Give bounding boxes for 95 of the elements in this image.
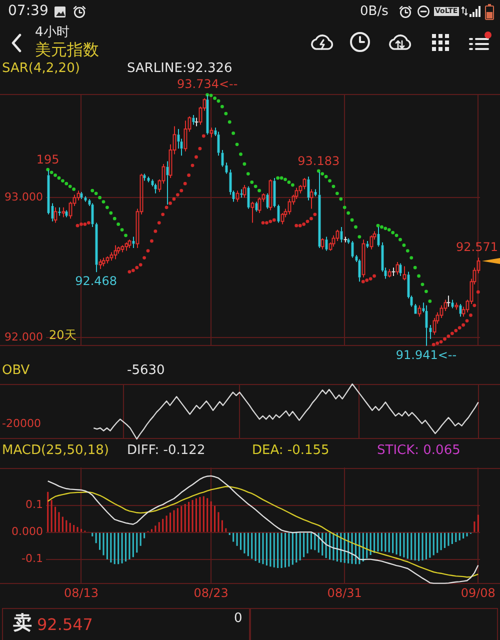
point: [272, 218, 276, 222]
candlestick: [124, 242, 128, 252]
point: [138, 263, 142, 266]
chart-subtitle: 4小时: [35, 25, 70, 40]
point: [268, 220, 272, 224]
point: [86, 221, 90, 224]
text: 卖: [13, 612, 32, 634]
point: [450, 332, 454, 336]
point: [83, 222, 87, 226]
point: [142, 256, 146, 260]
point: [372, 274, 376, 278]
point: [436, 342, 440, 345]
y-tick-label: 0.1: [26, 498, 43, 512]
point: [261, 221, 265, 224]
point: [476, 290, 480, 294]
legend-title: OBV: [2, 363, 30, 378]
point: [154, 230, 158, 233]
point: [146, 249, 150, 252]
annotation: 92.468: [75, 274, 118, 288]
point: [361, 280, 365, 284]
text: -5630: [127, 363, 165, 378]
point: [313, 212, 317, 216]
point: [265, 221, 268, 224]
annotation: 195: [36, 152, 60, 166]
x-tick-label: 09/08: [460, 586, 496, 600]
text: -20000: [2, 417, 41, 430]
annotation: 92.571: [456, 240, 498, 254]
point: [157, 221, 161, 224]
point: [128, 270, 132, 274]
point: [439, 340, 443, 344]
point: [187, 174, 191, 177]
point: [306, 220, 310, 224]
candlestick: [402, 266, 406, 281]
y-tick-label: 0.000: [12, 525, 43, 538]
text: SARLINE:92.326: [127, 61, 232, 76]
text: 92.547: [37, 615, 93, 634]
candlestick: [362, 239, 366, 278]
point: [150, 239, 154, 243]
point: [80, 222, 83, 226]
point: [168, 202, 172, 205]
point: [368, 277, 372, 280]
text: 0B/s: [360, 4, 388, 20]
point: [161, 212, 165, 216]
x-tick-label: 08/13: [64, 586, 99, 600]
text: STICK: 0.065: [377, 443, 460, 458]
point: [172, 197, 176, 201]
chart-title: 美元指数: [35, 40, 99, 59]
point: [298, 224, 302, 228]
point: [432, 342, 436, 346]
y-tick-label: -0.1: [22, 552, 43, 566]
legend-title: SAR(4,2,20): [2, 61, 80, 76]
point: [310, 216, 313, 220]
point: [462, 323, 466, 327]
candlestick: [76, 190, 80, 201]
x-tick-label: 08/23: [194, 586, 228, 600]
point: [131, 268, 135, 272]
point: [198, 146, 202, 150]
point: [472, 304, 476, 308]
point: [465, 319, 469, 322]
annotation: 91.941<--: [396, 348, 457, 362]
point: [454, 328, 458, 332]
legend-title: MACD(25,50,18): [2, 443, 110, 458]
point: [194, 155, 198, 159]
series-label: DIFF: -0.122: [127, 443, 206, 458]
candlestick: [114, 244, 118, 260]
candlestick: [310, 188, 314, 210]
x-tick-label: 08/31: [327, 586, 362, 600]
point: [190, 164, 194, 168]
annotation: 20天: [49, 328, 76, 342]
annotation: 93.183: [298, 154, 340, 168]
point: [76, 224, 80, 228]
point: [443, 337, 446, 341]
y-tick-label: 93.000: [4, 190, 43, 204]
point: [183, 182, 187, 186]
point: [202, 134, 206, 138]
candlestick: [288, 198, 292, 215]
point: [176, 193, 180, 196]
point: [458, 326, 462, 330]
text: 0: [234, 611, 242, 627]
candlestick: [210, 127, 214, 138]
point: [135, 266, 139, 270]
point: [365, 278, 369, 282]
text: 07:39: [8, 3, 48, 20]
text: DEA: -0.155: [252, 443, 330, 458]
point: [446, 334, 450, 338]
point: [294, 224, 298, 228]
point: [469, 314, 472, 317]
point: [302, 222, 306, 226]
annotation: 93.734<--: [177, 76, 238, 91]
candlestick: [250, 201, 254, 224]
y-tick-label: 92.000: [4, 330, 43, 344]
candlestick: [236, 190, 240, 202]
point: [164, 206, 168, 210]
candlestick: [184, 120, 188, 152]
point: [180, 188, 184, 192]
